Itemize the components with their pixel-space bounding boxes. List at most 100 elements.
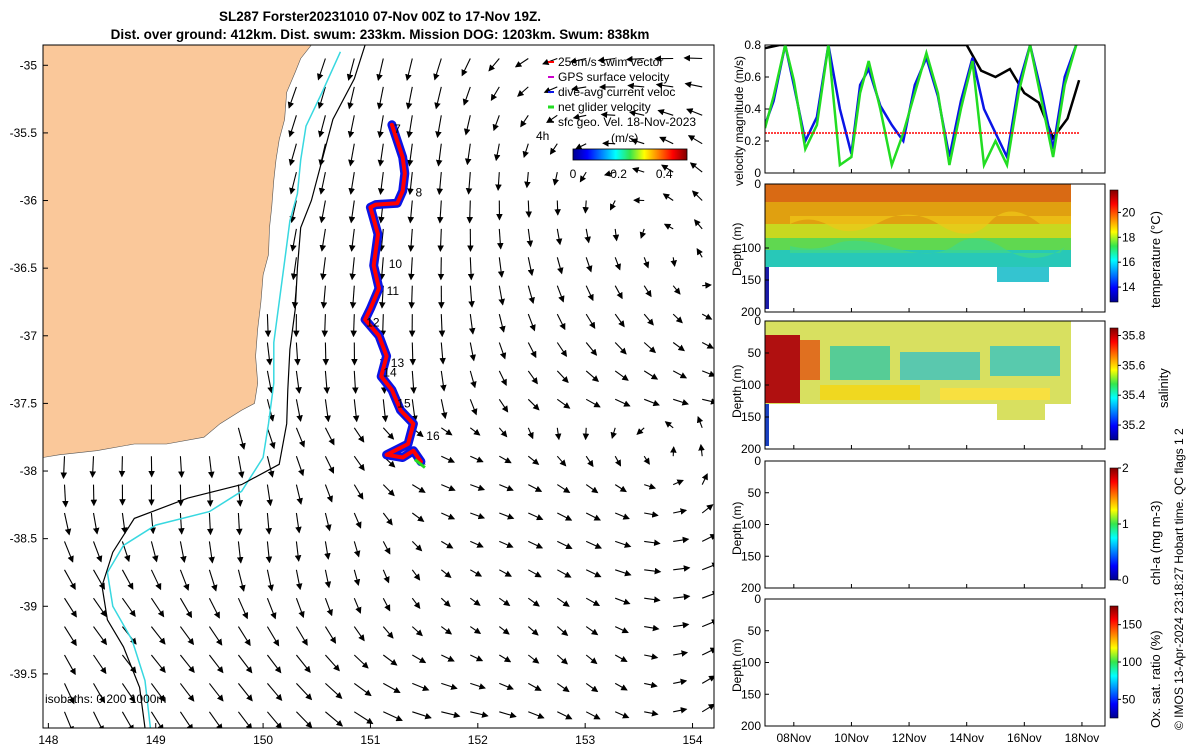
map-x-tick-label: 148 — [38, 733, 58, 747]
oxygen-y-label: Depth (m) — [730, 639, 744, 692]
sfc-geo-velocity-arrow — [520, 114, 529, 128]
sfc-geo-velocity-arrow — [353, 626, 365, 642]
sfc-geo-velocity-arrow — [409, 342, 417, 366]
sfc-geo-velocity-arrow — [546, 114, 558, 124]
sfc-geo-velocity-arrow — [463, 115, 471, 136]
sfc-geo-velocity-arrow — [93, 626, 108, 646]
day-label: 11 — [387, 284, 400, 298]
sfc-geo-velocity-arrow — [498, 370, 507, 386]
sfc-geo-velocity-arrow — [702, 282, 712, 289]
velocity-magnitude-panel: 0 0.2 0.4 0.6 0.8 velocity magnitude (m/s) — [732, 38, 1106, 186]
map-y-tick-label: -35 — [20, 58, 38, 72]
sfc-geo-velocity-arrow — [643, 342, 657, 354]
legend-sfc-geo-velocity: sfc geo. Vel. 18-Nov-2023 — [548, 115, 696, 129]
sfc-geo-velocity-arrow — [441, 540, 454, 549]
sfc-geo-velocity-arrow — [150, 541, 159, 563]
depth-tick-label: 0 — [754, 314, 761, 328]
sfc-geo-velocity-arrow — [557, 569, 572, 578]
sfc-geo-velocity-arrow — [379, 314, 387, 338]
sfc-geo-velocity-arrow — [295, 399, 303, 422]
time-tick-label: 18Nov — [1065, 731, 1100, 745]
sfc-geo-velocity-arrow — [470, 569, 483, 577]
map-x-tick-label: 153 — [575, 733, 595, 747]
sfc-geo-velocity-arrow — [236, 484, 244, 507]
sfc-geo-velocity-arrow — [644, 710, 659, 717]
sfc-geo-velocity-arrow — [150, 711, 164, 728]
sfc-geo-velocity-arrow — [517, 86, 529, 97]
day-label: 16 — [426, 429, 440, 443]
sfc-geo-velocity-arrow — [585, 398, 601, 408]
chl-a-colorbar-label: chl-a (mg m-3) — [1148, 500, 1163, 585]
sfc-geo-velocity-arrow — [288, 115, 297, 138]
sfc-geo-velocity-arrow — [615, 569, 632, 577]
sfc-geo-velocity-arrow — [701, 473, 708, 485]
sfc-geo-velocity-arrow — [63, 512, 72, 536]
sfc-geo-velocity-arrow — [324, 654, 340, 672]
sfc-geo-velocity-arrow — [295, 370, 302, 394]
speed-colorbar-label: (m/s) — [611, 131, 638, 145]
sfc-geo-velocity-arrow — [527, 285, 535, 305]
sfc-geo-velocity-arrow — [627, 82, 645, 90]
sfc-geo-velocity-arrow — [498, 342, 507, 360]
sfc-geo-velocity-arrow — [441, 654, 455, 662]
sfc-geo-velocity-arrow — [436, 200, 444, 224]
sfc-geo-velocity-arrow — [382, 512, 393, 526]
sfc-geo-velocity-arrow — [673, 565, 691, 572]
sfc-geo-velocity-arrow — [296, 711, 313, 728]
depth-tick-label: 100 — [741, 378, 761, 392]
sfc-geo-velocity-arrow — [672, 370, 688, 379]
day-label: 15 — [397, 397, 411, 411]
sfc-geo-velocity-arrow — [406, 115, 413, 139]
sfc-geo-velocity-arrow — [466, 200, 474, 224]
sfc-geo-velocity-arrow — [552, 171, 559, 186]
sfc-geo-velocity-arrow — [468, 285, 475, 308]
oxygen-colorbar-ticks: 50 100 150 — [1118, 618, 1142, 706]
sfc-geo-velocity-arrow — [353, 541, 361, 558]
sfc-geo-velocity-arrow — [289, 200, 297, 224]
sfc-geo-velocity-arrow — [353, 427, 365, 443]
glider-track — [360, 120, 426, 469]
sfc-geo-velocity-arrow — [295, 484, 303, 505]
sfc-geo-velocity-arrow — [664, 421, 674, 429]
sfc-geo-velocity-arrow — [411, 399, 418, 423]
sfc-geo-velocity-arrow — [93, 569, 105, 590]
sfc-geo-velocity-arrow — [295, 569, 303, 591]
sfc-geo-velocity-arrow — [585, 257, 593, 273]
sfc-geo-velocity-arrow — [407, 200, 415, 224]
sfc-geo-velocity-arrow — [698, 443, 705, 457]
map-latitude-ticks: -35 -35.5 -36 -36.5 -37 -37.5 -38 -38.5 -39 -39.5 — [10, 58, 48, 681]
sfc-geo-velocity-arrow — [207, 456, 215, 479]
depth-tick-label: 100 — [741, 241, 761, 255]
sfc-geo-velocity-arrow — [585, 540, 603, 549]
sfc-geo-velocity-arrow — [237, 711, 253, 728]
sfc-geo-velocity-arrow — [585, 569, 602, 578]
sfc-geo-velocity-arrow — [383, 682, 401, 694]
sfc-geo-velocity-arrow — [441, 682, 458, 690]
sfc-geo-velocity-arrow — [628, 110, 645, 117]
sfc-geo-velocity-arrow — [499, 540, 514, 548]
temperature-panel: 0 100 150 200 Depth (m) 14 16 18 20 temperatur… — [730, 177, 1163, 319]
legend-swim-vector: 25cm/s swim vector — [548, 55, 663, 69]
sfc-geo-velocity-arrow — [673, 707, 688, 714]
sfc-geo-velocity-arrow — [469, 597, 481, 606]
sfc-geo-velocity-arrow — [436, 172, 444, 196]
legend-net-glider-velocity: net glider velocity — [548, 100, 651, 114]
sfc-geo-velocity-arrow — [603, 170, 616, 177]
sfc-geo-velocity-arrow — [701, 562, 714, 571]
sfc-geo-velocity-arrow — [433, 58, 442, 81]
sfc-geo-velocity-arrow — [614, 455, 622, 467]
sfc-geo-velocity-arrow — [295, 654, 311, 673]
depth-tick-label: 0 — [754, 177, 761, 191]
map-longitude-ticks: 148 149 150 151 152 153 154 — [38, 723, 703, 747]
sfc-geo-velocity-arrow — [347, 86, 355, 110]
colorbar-tick-label: 35.8 — [1122, 328, 1146, 342]
sfc-geo-velocity-arrow — [663, 223, 674, 230]
depth-tick-label: 150 — [741, 410, 761, 424]
sfc-geo-velocity-arrow — [317, 86, 326, 110]
sfc-geo-velocity-arrow — [556, 257, 564, 275]
sfc-geo-velocity-arrow — [527, 313, 536, 332]
sfc-geo-velocity-arrow — [376, 86, 384, 110]
sfc-geo-velocity-arrow — [701, 619, 714, 628]
sfc-geo-velocity-arrow — [411, 541, 423, 552]
